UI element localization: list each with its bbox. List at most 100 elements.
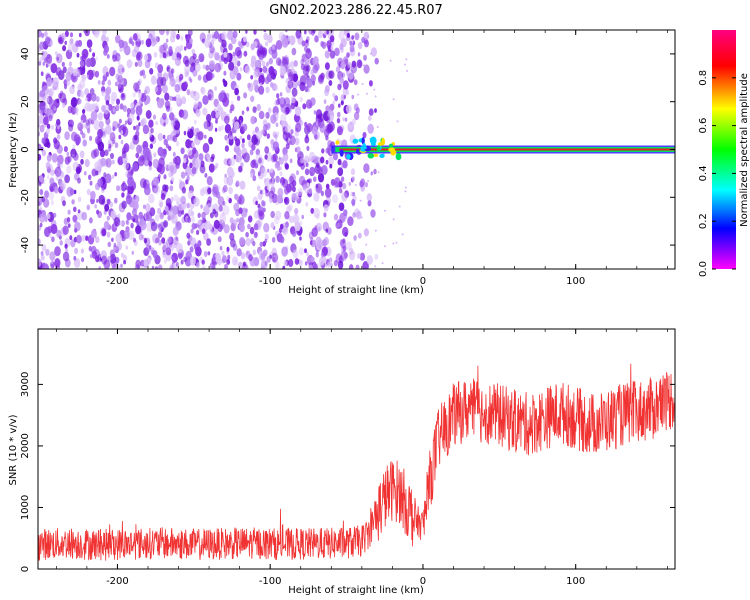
- noise-speckle: [346, 32, 350, 39]
- noise-speckle: [294, 106, 302, 116]
- noise-speckle: [79, 150, 85, 159]
- noise-speckle: [207, 187, 212, 195]
- noise-speckle: [263, 30, 267, 33]
- noise-speckle: [97, 80, 101, 85]
- noise-speckle: [270, 114, 277, 124]
- noise-speckle: [39, 175, 44, 183]
- noise-speckle: [285, 142, 290, 150]
- noise-speckle: [291, 68, 295, 75]
- noise-speckle: [86, 204, 91, 211]
- noise-speckle: [290, 95, 296, 104]
- noise-speckle: [67, 223, 71, 228]
- noise-speckle: [314, 133, 318, 140]
- noise-speckle: [131, 208, 137, 217]
- noise-speckle: [343, 95, 346, 99]
- noise-speckle: [98, 120, 104, 129]
- noise-speckle: [186, 202, 191, 209]
- noise-speckle: [187, 30, 193, 37]
- noise-speckle: [256, 103, 262, 112]
- noise-speckle: [299, 157, 304, 164]
- noise-speckle: [276, 194, 283, 204]
- noise-speckle: [285, 137, 289, 143]
- noise-speckle: [347, 216, 354, 227]
- noise-speckle: [165, 30, 170, 35]
- noise-speckle: [49, 186, 54, 193]
- noise-speckle: [48, 114, 53, 122]
- noise-speckle: [82, 123, 86, 129]
- noise-speckle: [234, 136, 238, 142]
- noise-speckle: [134, 61, 138, 67]
- noise-speckle: [325, 135, 329, 141]
- noise-speckle: [68, 123, 74, 132]
- noise-speckle: [50, 63, 58, 74]
- noise-speckle: [191, 222, 196, 230]
- noise-speckle: [135, 124, 140, 131]
- noise-speckle: [151, 265, 155, 269]
- noise-speckle: [262, 65, 268, 73]
- noise-speckle: [123, 44, 130, 54]
- noise-speckle: [228, 61, 235, 71]
- noise-speckle: [144, 54, 149, 61]
- noise-speckle: [118, 134, 122, 140]
- noise-speckle: [279, 236, 285, 244]
- noise-speckle: [374, 229, 377, 232]
- noise-speckle: [53, 137, 58, 144]
- noise-speckle: [158, 264, 163, 269]
- noise-speckle: [344, 58, 349, 66]
- noise-speckle: [357, 52, 361, 57]
- noise-speckle: [130, 222, 134, 229]
- noise-speckle: [133, 237, 136, 243]
- noise-speckle: [135, 53, 141, 61]
- noise-speckle: [176, 33, 180, 40]
- noise-speckle: [350, 168, 356, 176]
- noise-speckle: [345, 241, 352, 251]
- noise-speckle: [63, 146, 68, 153]
- noise-speckle: [122, 254, 128, 262]
- noise-speckle: [239, 67, 243, 72]
- noise-speckle: [203, 232, 209, 241]
- noise-speckle: [243, 50, 248, 57]
- noise-speckle: [162, 42, 168, 51]
- noise-speckle: [164, 205, 169, 212]
- noise-speckle: [369, 52, 372, 55]
- noise-speckle: [226, 258, 231, 265]
- noise-speckle: [120, 139, 124, 145]
- noise-speckle: [342, 238, 346, 244]
- noise-speckle: [376, 126, 379, 128]
- noise-speckle: [210, 156, 215, 163]
- noise-speckle: [99, 149, 106, 158]
- noise-speckle: [250, 95, 255, 103]
- noise-speckle: [353, 193, 356, 196]
- noise-speckle: [326, 30, 329, 35]
- noise-speckle: [306, 169, 310, 175]
- noise-speckle: [127, 176, 134, 187]
- noise-speckle: [284, 211, 290, 220]
- noise-speckle: [289, 158, 293, 164]
- noise-speckle: [215, 119, 218, 124]
- noise-speckle: [189, 66, 194, 73]
- noise-speckle: [199, 164, 206, 174]
- noise-speckle: [105, 158, 112, 168]
- noise-speckle: [169, 112, 175, 121]
- noise-speckle: [75, 40, 80, 47]
- noise-speckle: [118, 39, 125, 49]
- noise-speckle: [121, 192, 125, 198]
- noise-speckle: [365, 92, 368, 95]
- noise-speckle: [157, 71, 163, 79]
- noise-speckle: [275, 210, 282, 220]
- signal-blob: [339, 149, 344, 157]
- noise-speckle: [56, 162, 61, 168]
- noise-speckle: [228, 137, 234, 146]
- noise-speckle: [206, 113, 212, 123]
- noise-speckle: [311, 126, 318, 135]
- noise-speckle: [64, 30, 69, 37]
- noise-speckle: [198, 53, 205, 63]
- noise-speckle: [224, 134, 229, 141]
- noise-speckle: [40, 254, 45, 261]
- noise-speckle: [329, 103, 335, 112]
- noise-speckle: [239, 223, 245, 233]
- noise-speckle: [258, 85, 265, 95]
- noise-speckle: [144, 85, 150, 95]
- noise-speckle: [187, 147, 193, 156]
- noise-speckle: [104, 88, 110, 96]
